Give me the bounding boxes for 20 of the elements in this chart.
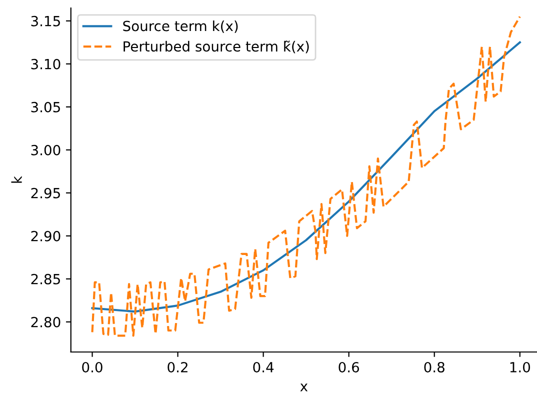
x-axis-title: x bbox=[300, 384, 308, 392]
y-tick-label: 3.15 bbox=[31, 16, 60, 26]
y-tick-label: 3.10 bbox=[31, 58, 60, 70]
x-tick-label: 0.4 bbox=[253, 362, 274, 372]
x-tick-label: 0.8 bbox=[424, 362, 444, 372]
y-tick-label: 2.90 bbox=[31, 230, 60, 242]
line-series bbox=[91, 16, 521, 337]
x-tick-label: 0.6 bbox=[338, 362, 360, 372]
y-tick-label: 2.85 bbox=[31, 274, 60, 284]
x-tick-label: 0.2 bbox=[168, 362, 188, 372]
legend-label: Perturbed source term k̃(x) bbox=[124, 40, 309, 54]
legend-label: Source term k(x) bbox=[123, 20, 238, 33]
y-tick-label: 3.00 bbox=[31, 144, 60, 156]
line-series bbox=[91, 41, 521, 313]
y-tick-label: 2.80 bbox=[31, 316, 60, 328]
x-tick-label: 0.0 bbox=[82, 362, 102, 372]
y-tick-label: 2.95 bbox=[31, 188, 60, 198]
x-tick-label: 1.0 bbox=[510, 362, 530, 372]
y-axis-title: k bbox=[11, 176, 22, 183]
y-tick-label: 3.05 bbox=[31, 102, 60, 112]
